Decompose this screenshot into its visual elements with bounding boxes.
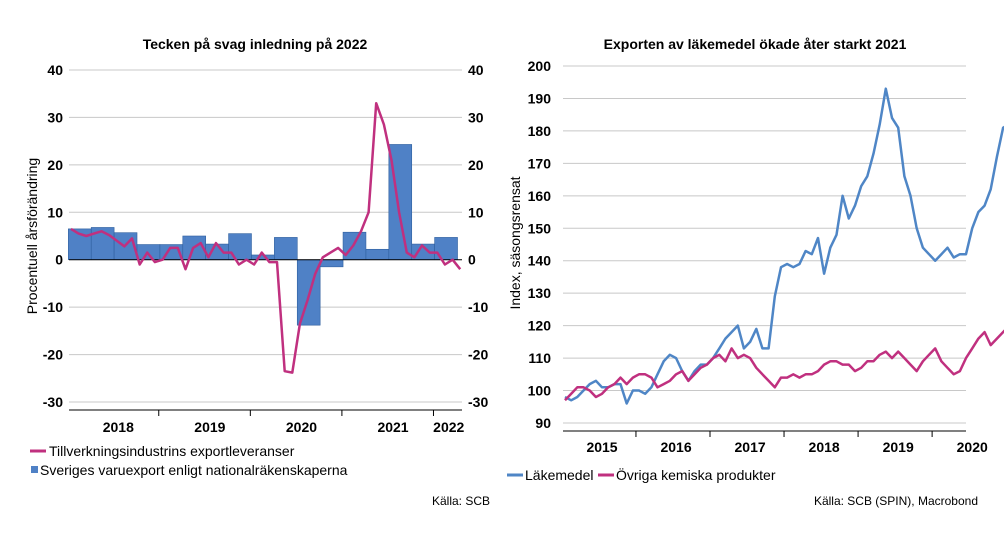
right-line-series [564,87,1004,405]
y-tick-label: 180 [528,123,552,139]
right-y-tick-label: 20 [468,157,484,173]
left-chart: Tecken på svag inledning på 2022 40 40 30 3… [24,36,490,508]
left-y-tick-label: 0 [55,252,63,268]
year-label: 2019 [883,439,914,455]
right-y-tick-label: 40 [468,62,484,78]
legend-bar-label: Sveriges varuexport enligt nationalräken… [40,462,348,478]
left-chart-title: Tecken på svag inledning på 2022 [143,36,368,52]
legend-line-label: Tillverkningsindustrins exportleveranser [49,443,295,459]
right-chart-title: Exporten av läkemedel ökade åter starkt … [604,36,907,52]
right-y-tick-label: 0 [468,252,476,268]
year-label: 2022 [433,419,464,435]
right-y-tick-label: 30 [468,109,484,125]
left-y-axis-label: Procentuell årsförändring [24,158,40,314]
right-y-tick-label: -10 [468,299,488,315]
year-label: 2015 [586,439,617,455]
bar [434,237,458,261]
year-label: 2016 [660,439,691,455]
y-tick-label: 110 [528,350,551,366]
left-source: Källa: SCB [432,494,490,508]
bar [274,237,298,261]
year-label: 2018 [809,439,840,455]
left-axes [69,259,462,416]
right-gridlines [563,65,966,424]
y-tick-label: 130 [528,285,552,301]
year-label: 2021 [377,419,408,435]
bar [365,248,390,261]
y-tick-label: 160 [528,188,552,204]
y-tick-label: 140 [528,253,552,269]
y-tick-label: 150 [528,220,552,236]
right-tick-labels: 200 190 180 170 160 150 140 130 120 110 100 90 2015 2… [528,58,988,455]
line-tillverkning [70,101,462,374]
left-bars [68,144,458,326]
legend-bar-swatch [31,466,38,473]
y-tick-label: 120 [528,318,552,334]
line-ovriga-kemiska [564,329,1004,402]
right-y-axis-label: Index, säsongsrensat [507,176,523,309]
left-y-tick-label: 10 [47,204,63,220]
year-label: 2017 [735,439,766,455]
right-axes [563,430,966,437]
right-y-tick-label: -30 [468,394,488,410]
left-line-series [70,101,462,374]
y-tick-label: 170 [528,155,552,171]
line-lakemedel [564,87,1004,405]
year-label: 2020 [957,439,988,455]
right-legend: Läkemedel Övriga kemiska produkter [507,466,776,483]
year-label: 2019 [194,419,225,435]
right-chart: Exporten av läkemedel ökade åter starkt … [507,36,1004,508]
left-y-tick-label: 20 [47,157,63,173]
bar [319,259,344,268]
y-tick-label: 90 [535,415,551,431]
right-source: Källa: SCB (SPIN), Macrobond [814,494,978,508]
left-y-tick-label: 30 [47,109,63,125]
left-y-tick-label: -20 [43,347,63,363]
legend-s2-label: Övriga kemiska produkter [616,466,776,483]
year-label: 2020 [286,419,317,435]
left-y-tick-label: -30 [43,394,63,410]
left-y-tick-label: 40 [47,62,63,78]
y-tick-label: 200 [528,58,552,74]
left-legend: Tillverkningsindustrins exportleveranser… [30,443,348,478]
right-y-tick-label: -20 [468,347,488,363]
left-gridlines [69,69,462,403]
left-y-tick-label: -10 [43,299,63,315]
y-tick-label: 100 [528,383,552,399]
legend-s1-label: Läkemedel [525,467,594,483]
year-label: 2018 [103,419,134,435]
y-tick-label: 190 [528,90,552,106]
right-y-tick-label: 10 [468,204,484,220]
